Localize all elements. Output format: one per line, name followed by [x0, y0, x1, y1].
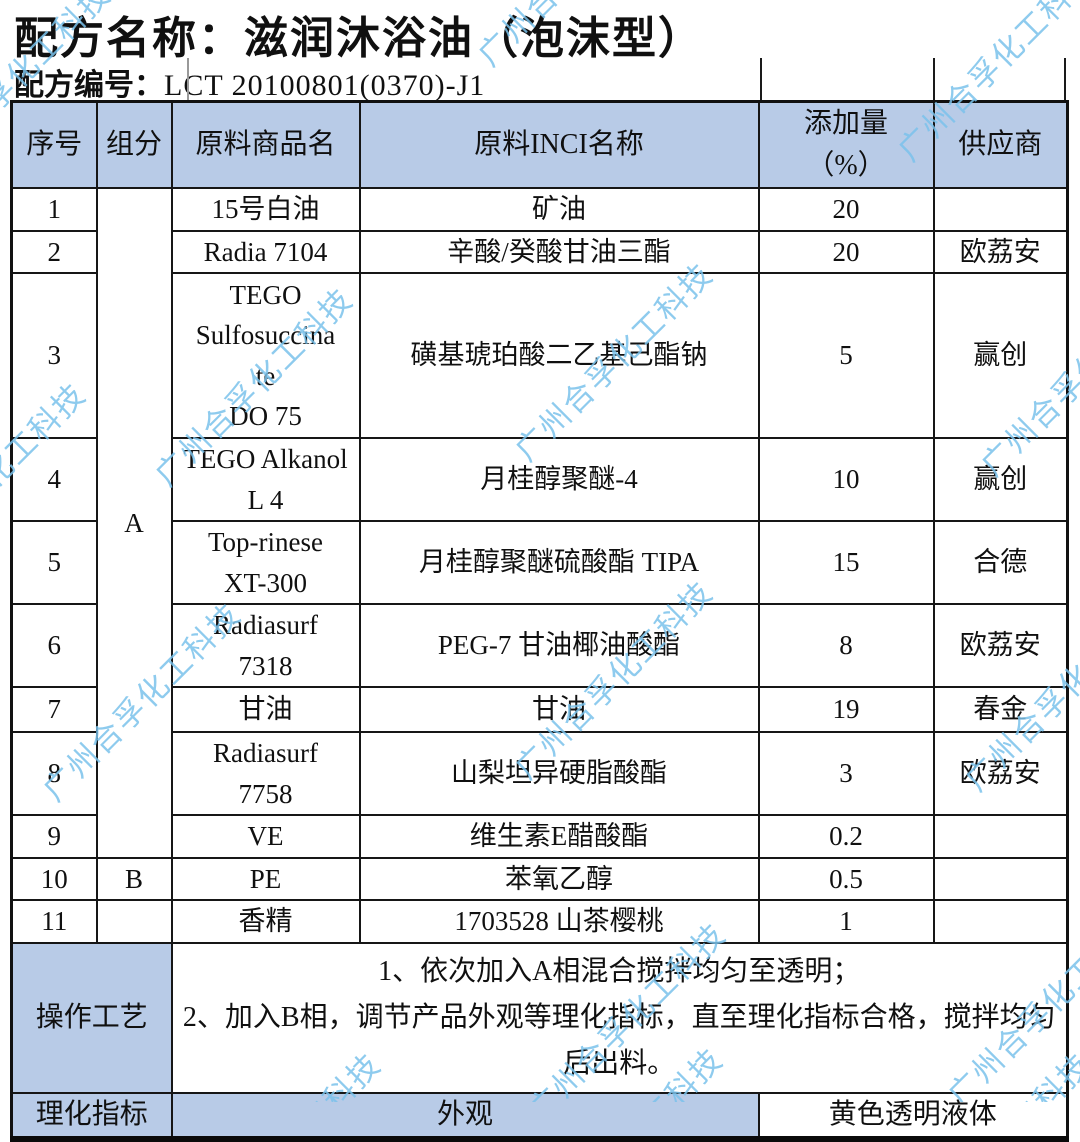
- table-row: 2 Radia 7104 辛酸/癸酸甘油三酯 20 欧荔安: [10, 229, 1069, 274]
- header-no: 序号: [10, 100, 98, 189]
- inci-name-cell: 磺基琥珀酸二乙基己酯钠: [358, 272, 760, 439]
- trade-name-cell: Radiasurf 7318: [170, 603, 361, 688]
- table-row: 8 Radiasurf 7758 山梨坦异硬脂酸酯 3 欧荔安: [10, 731, 1069, 816]
- no-cell: 2: [10, 229, 98, 274]
- inci-name-cell: 维生素E醋酸酯: [358, 814, 760, 859]
- formula-table: 序号 组分 原料商品名 原料INCI名称 添加量 （%） 供应商 1 A 15号…: [10, 100, 1069, 1142]
- no-cell: 8: [10, 731, 98, 816]
- trade-name-cell: VE: [170, 814, 361, 859]
- supplier-cell: 欧荔安: [932, 603, 1069, 688]
- header-component: 组分: [95, 100, 173, 189]
- inci-name-cell: 1703528 山茶樱桃: [358, 899, 760, 944]
- component-b-cell: B: [95, 856, 173, 901]
- supplier-cell: 合德: [932, 520, 1069, 605]
- amount-cell: 15: [757, 520, 935, 605]
- inci-name-cell: 山梨坦异硬脂酸酯: [358, 731, 760, 816]
- cell-border-stub: [1064, 58, 1066, 100]
- table-row: 9 VE 维生素E醋酸酯 0.2: [10, 814, 1069, 859]
- trade-name-cell: PE: [170, 856, 361, 901]
- no-cell: 7: [10, 686, 98, 733]
- trade-name-cell: 香精: [170, 899, 361, 944]
- physchem-row: 理化指标 外观 黄色透明液体: [10, 1092, 1069, 1140]
- formula-number-label: 配方编号：: [14, 69, 164, 102]
- trade-name-cell: 甘油: [170, 686, 361, 733]
- no-cell: 3: [10, 272, 98, 439]
- no-cell: 11: [10, 899, 98, 944]
- amount-cell: 20: [757, 187, 935, 232]
- page-title: 配方名称：滋润沐浴油（泡沫型）: [14, 14, 704, 63]
- supplier-cell: 欧荔安: [932, 731, 1069, 816]
- inci-name-cell: 月桂醇聚醚-4: [358, 437, 760, 522]
- cell-border-stub: [187, 58, 189, 100]
- process-steps: 1、依次加入A相混合搅拌均匀至透明； 2、加入B相，调节产品外观等理化指标，直至…: [170, 942, 1069, 1094]
- supplier-cell: [932, 814, 1069, 859]
- trade-name-cell: TEGO Alkanol L 4: [170, 437, 361, 522]
- trade-name-cell: TEGO Sulfosuccina te DO 75: [170, 272, 361, 439]
- no-cell: 5: [10, 520, 98, 605]
- table-row: 7 甘油 甘油 19 春金: [10, 686, 1069, 733]
- inci-name-cell: PEG-7 甘油椰油酸酯: [358, 603, 760, 688]
- table-header-row: 序号 组分 原料商品名 原料INCI名称 添加量 （%） 供应商: [10, 100, 1069, 189]
- supplier-cell: 赢创: [932, 272, 1069, 439]
- appearance-value: 黄色透明液体: [757, 1092, 1069, 1140]
- trade-name-cell: Radiasurf 7758: [170, 731, 361, 816]
- process-step-1: 1、依次加入A相混合搅拌均匀至透明；: [378, 956, 861, 987]
- table-row: 5 Top-rinese XT-300 月桂醇聚醚硫酸酯 TIPA 15 合德: [10, 520, 1069, 605]
- no-cell: 9: [10, 814, 98, 859]
- amount-cell: 8: [757, 603, 935, 688]
- trade-name-cell: Top-rinese XT-300: [170, 520, 361, 605]
- process-row: 操作工艺 1、依次加入A相混合搅拌均匀至透明； 2、加入B相，调节产品外观等理化…: [10, 942, 1069, 1094]
- table-row: 1 A 15号白油 矿油 20: [10, 187, 1069, 859]
- physchem-label: 理化指标: [10, 1092, 173, 1140]
- no-cell: 4: [10, 437, 98, 522]
- table-row: 10 B PE 苯氧乙醇 0.5: [10, 856, 1069, 901]
- cell-border-stub: [933, 58, 935, 100]
- inci-name-cell: 矿油: [358, 187, 760, 232]
- header-inci-name: 原料INCI名称: [358, 100, 760, 189]
- trade-name-cell: Radia 7104: [170, 229, 361, 274]
- process-step-2: 2、加入B相，调节产品外观等理化指标，直至理化指标合格，搅拌均匀后出料。: [182, 1002, 1056, 1079]
- formula-number-value: LCT 20100801(0370)-J1: [164, 69, 486, 102]
- process-label: 操作工艺: [10, 942, 173, 1094]
- header-amount: 添加量 （%）: [757, 100, 935, 189]
- supplier-cell: 赢创: [932, 437, 1069, 522]
- supplier-cell: [932, 187, 1069, 232]
- component-a-cell: A: [95, 187, 173, 859]
- no-cell: 6: [10, 603, 98, 688]
- table-row: 6 Radiasurf 7318 PEG-7 甘油椰油酸酯 8 欧荔安: [10, 603, 1069, 688]
- trade-name-cell: 15号白油: [170, 187, 361, 232]
- inci-name-cell: 月桂醇聚醚硫酸酯 TIPA: [358, 520, 760, 605]
- component-empty-cell: [95, 899, 173, 944]
- formula-number: 配方编号：LCT 20100801(0370)-J1: [14, 60, 485, 104]
- supplier-cell: [932, 856, 1069, 901]
- amount-cell: 10: [757, 437, 935, 522]
- amount-cell: 0.5: [757, 856, 935, 901]
- table-row: 4 TEGO Alkanol L 4 月桂醇聚醚-4 10 赢创: [10, 437, 1069, 522]
- header-trade-name: 原料商品名: [170, 100, 361, 189]
- inci-name-cell: 苯氧乙醇: [358, 856, 760, 901]
- supplier-cell: [932, 899, 1069, 944]
- inci-name-cell: 辛酸/癸酸甘油三酯: [358, 229, 760, 274]
- table-row: 3 TEGO Sulfosuccina te DO 75 磺基琥珀酸二乙基己酯钠…: [10, 272, 1069, 439]
- amount-cell: 1: [757, 899, 935, 944]
- cell-border-stub: [760, 58, 762, 100]
- inci-name-cell: 甘油: [358, 686, 760, 733]
- amount-cell: 20: [757, 229, 935, 274]
- formula-number-row: 配方编号：LCT 20100801(0370)-J1: [10, 56, 1066, 102]
- supplier-cell: 欧荔安: [932, 229, 1069, 274]
- amount-cell: 3: [757, 731, 935, 816]
- header-supplier: 供应商: [932, 100, 1069, 189]
- appearance-label: 外观: [170, 1092, 760, 1140]
- amount-cell: 0.2: [757, 814, 935, 859]
- supplier-cell: 春金: [932, 686, 1069, 733]
- amount-cell: 19: [757, 686, 935, 733]
- amount-cell: 5: [757, 272, 935, 439]
- no-cell: 1: [10, 187, 98, 232]
- table-row: 11 香精 1703528 山茶樱桃 1: [10, 899, 1069, 944]
- no-cell: 10: [10, 856, 98, 901]
